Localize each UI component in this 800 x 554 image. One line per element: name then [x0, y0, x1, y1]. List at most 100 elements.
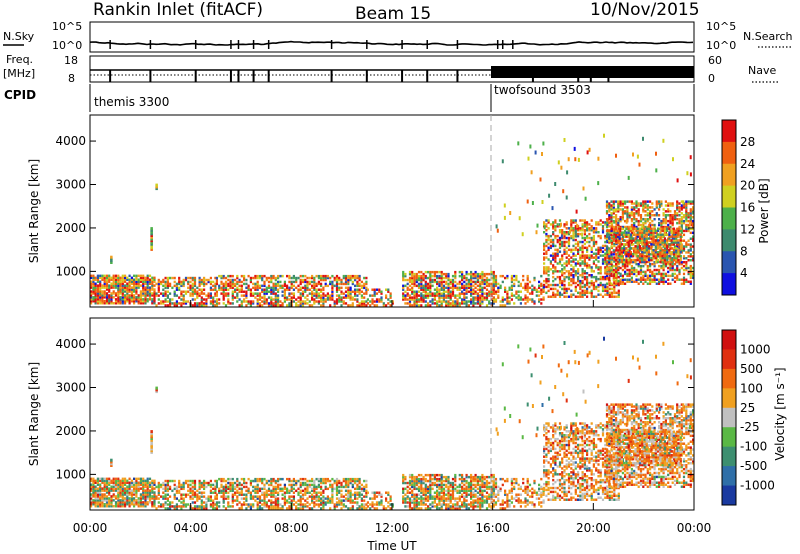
power-cell: [524, 286, 527, 290]
power-cell: [621, 200, 624, 203]
power-cell: [669, 245, 672, 248]
power-cell: [351, 282, 354, 286]
power-cell: [157, 280, 160, 284]
power-cell: [458, 294, 461, 297]
power-cell: [200, 290, 203, 293]
power-cell: [474, 282, 477, 286]
velocity-cell: [121, 479, 124, 483]
power-cell: [680, 266, 683, 270]
power-cell: [258, 284, 262, 288]
power-cell: [142, 278, 145, 281]
power-cell: [572, 279, 575, 283]
power-cell: [556, 234, 559, 238]
power-cell: [456, 288, 459, 291]
power-cell: [606, 285, 609, 289]
power-cell: [633, 251, 636, 254]
power-cell: [673, 280, 677, 283]
power-cell: [676, 208, 679, 211]
power-cell: [422, 276, 425, 280]
power-cell: [94, 284, 97, 287]
nave-label: Nave: [748, 64, 776, 77]
power-cell: [649, 282, 652, 285]
power-cell: [191, 288, 194, 291]
power-cell: [324, 278, 327, 282]
power-cell: [277, 282, 280, 286]
power-cell: [236, 292, 239, 295]
power-cell: [664, 219, 667, 223]
velocity-cell: [169, 485, 172, 489]
power-cell: [490, 282, 493, 286]
power-cell: [639, 223, 643, 227]
velocity-cell: [119, 485, 122, 488]
power-cell: [608, 216, 611, 219]
power-cell: [119, 288, 122, 291]
power-cell: [508, 296, 511, 299]
velocity-cell: [238, 491, 241, 494]
power-cell: [582, 186, 585, 191]
power-cell: [492, 288, 495, 291]
power-cell: [651, 210, 654, 213]
power-cell: [678, 208, 681, 211]
power-cell: [96, 300, 99, 303]
power-cell: [200, 280, 203, 284]
velocity-cell: [148, 477, 152, 481]
power-cell: [581, 268, 584, 271]
power-cell: [601, 250, 605, 253]
velocity-cell: [94, 485, 97, 488]
power-cell: [650, 231, 653, 234]
power-cell: [288, 274, 291, 278]
velocity-cell: [234, 485, 237, 489]
power-cell: [203, 302, 206, 305]
power-cell: [130, 282, 133, 285]
power-cell: [306, 294, 309, 297]
power-cell: [356, 288, 359, 291]
power-cell: [245, 304, 248, 307]
power-cell: [621, 274, 624, 278]
power-cell: [595, 254, 598, 257]
power-cell: [144, 278, 147, 281]
power-cell: [433, 278, 436, 282]
power-cell: [299, 302, 302, 305]
power-cell: [114, 276, 118, 280]
power-cell: [605, 221, 609, 225]
power-cell: [531, 201, 534, 205]
power-cell: [650, 237, 653, 240]
power-cell: [595, 231, 598, 234]
power-cell: [673, 247, 677, 250]
velocity-cell: [231, 501, 234, 504]
power-cell: [636, 233, 639, 236]
velocity-cell: [200, 495, 203, 498]
velocity-cell: [187, 479, 190, 483]
velocity-cell: [119, 505, 122, 508]
velocity-cell: [92, 499, 95, 502]
power-cell: [626, 239, 629, 242]
velocity-cell: [126, 503, 129, 506]
power-cell: [542, 141, 545, 146]
power-cell: [687, 212, 690, 215]
power-cell: [552, 252, 555, 255]
velocity-cell: [130, 493, 133, 496]
velocity-cell: [196, 489, 199, 493]
power-cell: [667, 266, 670, 270]
power-cell: [133, 288, 136, 291]
power-cell: [689, 280, 692, 283]
power-colorbar-tick: 28: [740, 135, 755, 149]
power-cell: [497, 296, 500, 299]
power-cell: [438, 288, 441, 291]
power-cell: [153, 280, 156, 283]
power-cell: [676, 227, 679, 231]
velocity-cell: [245, 489, 248, 493]
power-cell: [654, 245, 657, 248]
power-cell: [626, 225, 629, 229]
power-cell: [274, 304, 277, 307]
power-cell: [658, 202, 661, 205]
velocity-cell: [96, 503, 99, 506]
power-cell: [404, 294, 407, 297]
power-cell: [212, 302, 215, 305]
velocity-cell: [139, 501, 142, 504]
velocity-cell: [110, 497, 113, 500]
power-cell: [643, 239, 646, 242]
power-cell: [94, 286, 97, 289]
power-cell: [130, 280, 133, 283]
power-cell: [634, 227, 637, 230]
